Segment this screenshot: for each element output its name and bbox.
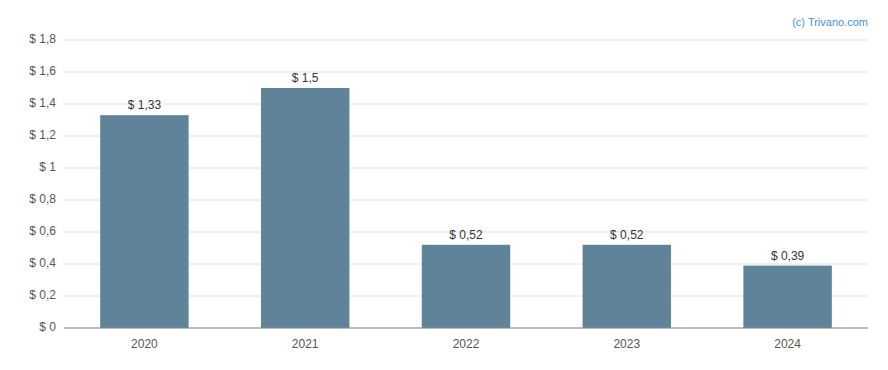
grid-line (64, 72, 868, 73)
x-tick-label: 2024 (774, 337, 801, 351)
bars (100, 88, 832, 328)
bar (583, 245, 671, 328)
data-label: $ 1,33 (128, 98, 162, 112)
y-tick-label: $ 0 (39, 320, 56, 334)
data-labels: $ 1,33 $ 1,5 $ 0,52 $ 0,52 $ 0,39 (128, 71, 805, 263)
grid-line (64, 40, 868, 41)
grid-line (64, 104, 868, 105)
chart-svg: $ 0 $ 0,2 $ 0,4 $ 0,6 $ 0,8 $ 1 $ 1,2 $ 1,4 $ 1,… (0, 0, 888, 370)
annotation: (c) Trivano.com (792, 16, 868, 28)
y-tick-label: $ 1 (39, 160, 56, 174)
grid (64, 40, 868, 328)
y-tick-label: $ 1,2 (29, 128, 56, 142)
data-label: $ 0,39 (771, 249, 805, 263)
y-tick-label: $ 0,4 (29, 256, 56, 270)
data-label: $ 0,52 (449, 228, 483, 242)
x-tick-label: 2023 (613, 337, 640, 351)
data-label: $ 0,52 (610, 228, 644, 242)
y-tick-label: $ 1,4 (29, 96, 56, 110)
grid-line (64, 328, 868, 329)
y-tick-label: $ 1,6 (29, 64, 56, 78)
bar (100, 115, 188, 328)
bar (261, 88, 349, 328)
y-tick-label: $ 0,8 (29, 192, 56, 206)
x-tick-label: 2020 (131, 337, 158, 351)
data-label: $ 1,5 (292, 71, 319, 85)
y-tick-label: $ 0,6 (29, 224, 56, 238)
chart-container: $ 0 $ 0,2 $ 0,4 $ 0,6 $ 0,8 $ 1 $ 1,2 $ 1,4 $ 1,… (0, 0, 888, 370)
y-tick-label: $ 1,8 (29, 32, 56, 46)
x-tick-label: 2021 (292, 337, 319, 351)
bar (743, 266, 831, 328)
x-axis: 2020 2021 2022 2023 2024 (64, 328, 868, 351)
y-axis: $ 0 $ 0,2 $ 0,4 $ 0,6 $ 0,8 $ 1 $ 1,2 $ 1,4 $ 1,… (29, 32, 56, 334)
bar (422, 245, 510, 328)
x-axis-line (64, 328, 868, 329)
x-tick-label: 2022 (453, 337, 480, 351)
y-tick-label: $ 0,2 (29, 288, 56, 302)
